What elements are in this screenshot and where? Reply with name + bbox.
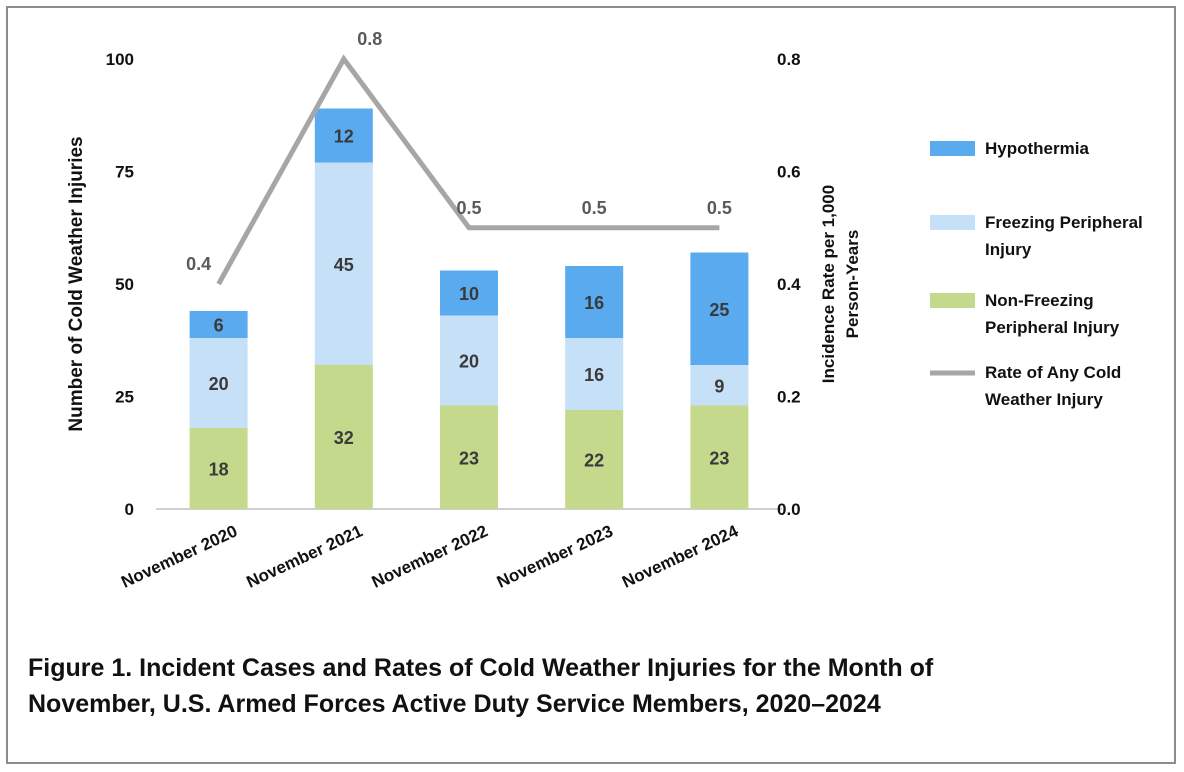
bar-data-label: 18 [209, 460, 229, 480]
x-tick-label: November 2022 [369, 521, 491, 591]
y2-tick-label: 0.0 [777, 500, 801, 519]
x-tick-label: November 2020 [118, 521, 240, 591]
bar-segment [189, 428, 248, 509]
legend-label: Freezing Peripheral [985, 213, 1143, 232]
bar-data-label: 23 [709, 448, 729, 468]
y2-tick-label: 0.4 [777, 275, 801, 294]
y2-tick-label: 0.2 [777, 388, 801, 407]
rate-line [216, 54, 720, 286]
bar-segment [314, 365, 373, 509]
caption-line-2: November, U.S. Armed Forces Active Duty … [28, 690, 881, 718]
x-tick-label: November 2024 [619, 521, 741, 592]
bar-segment [189, 311, 248, 338]
x-tick-label: November 2021 [244, 521, 366, 591]
rate-data-label: 0.4 [186, 254, 211, 274]
legend-label: Non-Freezing [985, 291, 1094, 310]
bar-data-label: 12 [334, 127, 354, 147]
rate-data-label: 0.5 [707, 198, 732, 218]
y2-tick-label: 0.6 [777, 163, 801, 182]
bar-segment [690, 252, 749, 365]
bar-data-label: 22 [584, 451, 604, 471]
x-tick-label: November 2023 [494, 521, 616, 591]
bar-segment [189, 338, 248, 428]
bar-data-label: 20 [459, 352, 479, 372]
y-tick-label: 75 [115, 163, 134, 182]
bar-segment [314, 162, 373, 365]
caption-line-1: Figure 1. Incident Cases and Rates of Co… [28, 654, 934, 682]
legend-label: Weather Injury [985, 390, 1103, 409]
bar-segment [565, 266, 624, 338]
bar-data-label: 9 [714, 376, 724, 396]
bar-segment [565, 338, 624, 410]
y-axis-title: Number of Cold Weather Injuries [66, 136, 87, 431]
legend-swatch [930, 215, 975, 230]
y2-axis-title-line-1: Incidence Rate per 1,000 [819, 185, 838, 383]
y-tick-label: 50 [115, 275, 134, 294]
bar-segment [314, 108, 373, 163]
rate-data-label: 0.8 [357, 29, 382, 49]
cold-weather-injuries-chart: 0 25 50 75 100 0.0 0.2 0.4 0.6 0.8 Number of Cold … [66, 29, 1143, 592]
bar-data-label: 20 [209, 374, 229, 394]
legend-label: Hypothermia [985, 139, 1089, 158]
y-tick-label: 100 [106, 50, 134, 69]
legend-swatch [930, 293, 975, 308]
bar-segment [565, 410, 624, 509]
bar-data-label: 25 [709, 300, 729, 320]
bar-data-label: 45 [334, 255, 354, 275]
rate-data-label: 0.5 [456, 198, 481, 218]
bar-data-label: 32 [334, 428, 354, 448]
bar-segment [440, 315, 498, 406]
rate-data-label: 0.5 [582, 198, 607, 218]
bar-data-label: 6 [214, 316, 224, 336]
bar-data-label: 10 [459, 284, 479, 304]
y2-tick-label: 0.8 [777, 50, 801, 69]
bar-data-label: 16 [584, 365, 604, 385]
bar-segment [690, 365, 749, 406]
legend-label: Peripheral Injury [985, 318, 1120, 337]
bar-segment [440, 270, 498, 316]
bar-data-label: 23 [459, 448, 479, 468]
y2-axis-title-line-2: Person-Years [843, 230, 862, 339]
legend-swatch [930, 141, 975, 156]
bar-segment [690, 405, 749, 509]
y-tick-label: 0 [125, 500, 134, 519]
bar-data-label: 16 [584, 293, 604, 313]
y-tick-label: 25 [115, 388, 134, 407]
legend-label: Injury [985, 240, 1032, 259]
legend-label: Rate of Any Cold [985, 363, 1121, 382]
figure-caption: Figure 1. Incident Cases and Rates of Co… [28, 650, 1158, 722]
bar-segment [440, 405, 498, 509]
